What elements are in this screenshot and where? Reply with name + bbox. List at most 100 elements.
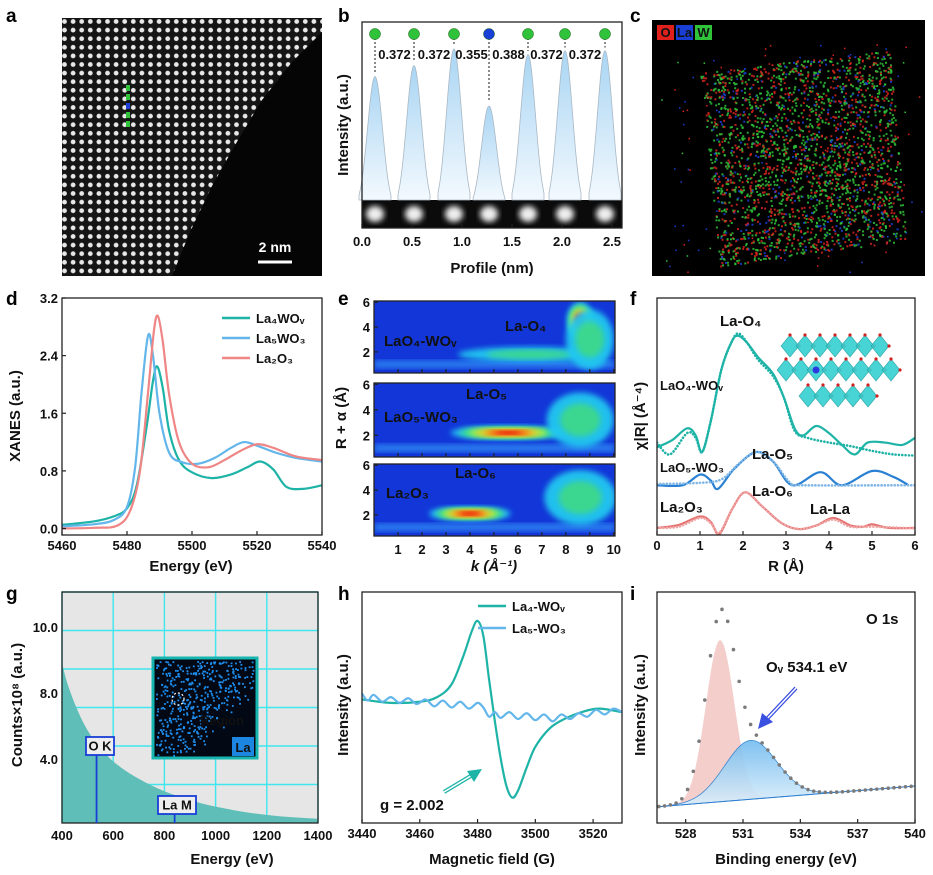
map-pixel bbox=[789, 233, 792, 236]
map-pixel bbox=[893, 109, 896, 112]
map-pixel bbox=[689, 169, 691, 171]
map-pixel bbox=[185, 706, 187, 708]
map-pixel bbox=[721, 238, 724, 241]
map-pixel bbox=[862, 81, 864, 83]
map-pixel bbox=[718, 189, 721, 192]
map-pixel bbox=[779, 239, 782, 242]
map-pixel bbox=[203, 687, 206, 690]
plot-series bbox=[62, 314, 322, 530]
map-pixel bbox=[175, 732, 178, 735]
map-pixel bbox=[734, 107, 737, 110]
map-pixel bbox=[728, 242, 731, 245]
map-pixel bbox=[202, 674, 205, 677]
map-pixel bbox=[748, 137, 751, 140]
map-pixel bbox=[163, 669, 165, 672]
map-pixel bbox=[881, 97, 884, 100]
map-pixel bbox=[162, 672, 164, 675]
map-pixel bbox=[833, 171, 836, 174]
map-pixel bbox=[744, 196, 747, 199]
map-pixel bbox=[820, 241, 823, 243]
map-pixel bbox=[804, 170, 807, 173]
map-pixel bbox=[212, 680, 215, 683]
map-pixel bbox=[862, 189, 865, 192]
map-pixel bbox=[730, 204, 733, 207]
map-pixel bbox=[873, 151, 876, 154]
map-pixel bbox=[188, 666, 191, 669]
map-pixel bbox=[746, 195, 749, 197]
x-axis-title: Energy (eV) bbox=[149, 558, 232, 575]
map-pixel bbox=[206, 708, 208, 711]
map-pixel bbox=[743, 236, 746, 239]
map-pixel bbox=[237, 673, 240, 676]
map-pixel bbox=[780, 89, 783, 92]
map-pixel bbox=[206, 686, 209, 689]
map-pixel bbox=[850, 241, 853, 243]
panel-label-d: d bbox=[6, 289, 18, 310]
map-pixel bbox=[883, 181, 886, 184]
map-pixel bbox=[799, 78, 802, 81]
map-pixel bbox=[715, 91, 718, 94]
map-pixel bbox=[893, 182, 896, 185]
map-pixel bbox=[793, 150, 795, 153]
map-pixel bbox=[849, 121, 852, 124]
envelope-data-point bbox=[662, 804, 667, 808]
map-pixel bbox=[873, 193, 876, 196]
map-pixel bbox=[740, 147, 743, 150]
map-pixel bbox=[198, 682, 201, 685]
map-pixel bbox=[775, 257, 778, 260]
w-atom-icon bbox=[408, 28, 420, 40]
map-pixel bbox=[858, 79, 860, 81]
map-pixel bbox=[164, 689, 167, 692]
fit-curve bbox=[657, 450, 915, 487]
map-pixel bbox=[227, 665, 230, 667]
map-pixel bbox=[845, 229, 848, 231]
map-pixel bbox=[166, 721, 169, 724]
map-pixel bbox=[846, 132, 848, 135]
map-pixel bbox=[892, 197, 895, 200]
map-pixel bbox=[748, 166, 750, 169]
map-pixel bbox=[727, 264, 730, 267]
map-pixel bbox=[848, 197, 851, 200]
selected-region-circle bbox=[171, 692, 185, 706]
map-pixel bbox=[742, 247, 745, 250]
map-pixel bbox=[226, 703, 229, 706]
oxygen-atom bbox=[836, 383, 840, 387]
map-pixel bbox=[890, 212, 893, 215]
map-pixel bbox=[788, 239, 791, 242]
x-tick-label: 1 bbox=[696, 538, 703, 553]
map-pixel bbox=[237, 675, 240, 678]
map-pixel bbox=[841, 184, 844, 187]
map-pixel bbox=[786, 147, 789, 150]
spectrum-title: O 1s bbox=[866, 611, 899, 628]
map-pixel bbox=[738, 139, 741, 142]
map-pixel bbox=[757, 179, 760, 182]
map-pixel bbox=[863, 162, 866, 165]
map-pixel bbox=[713, 199, 716, 202]
map-pixel bbox=[792, 156, 795, 158]
map-pixel bbox=[827, 108, 830, 111]
map-pixel bbox=[761, 120, 764, 123]
map-pixel bbox=[774, 122, 777, 125]
map-pixel bbox=[835, 185, 838, 187]
map-pixel bbox=[836, 123, 839, 126]
map-pixel bbox=[770, 118, 773, 121]
map-pixel bbox=[890, 183, 893, 186]
map-pixel bbox=[210, 677, 212, 680]
map-pixel bbox=[880, 149, 883, 152]
map-pixel bbox=[747, 199, 750, 202]
map-pixel bbox=[842, 131, 844, 134]
map-pixel bbox=[167, 661, 169, 664]
map-pixel bbox=[751, 98, 754, 101]
map-pixel bbox=[899, 186, 902, 189]
map-pixel bbox=[184, 747, 186, 750]
map-pixel bbox=[857, 156, 860, 159]
map-pixel bbox=[186, 712, 188, 715]
map-pixel bbox=[805, 165, 808, 168]
map-pixel bbox=[223, 702, 226, 705]
map-pixel bbox=[897, 185, 900, 188]
map-pixel bbox=[835, 136, 838, 139]
map-pixel bbox=[809, 119, 812, 122]
map-pixel bbox=[852, 178, 855, 181]
map-pixel bbox=[745, 83, 748, 86]
map-pixel bbox=[727, 164, 730, 167]
